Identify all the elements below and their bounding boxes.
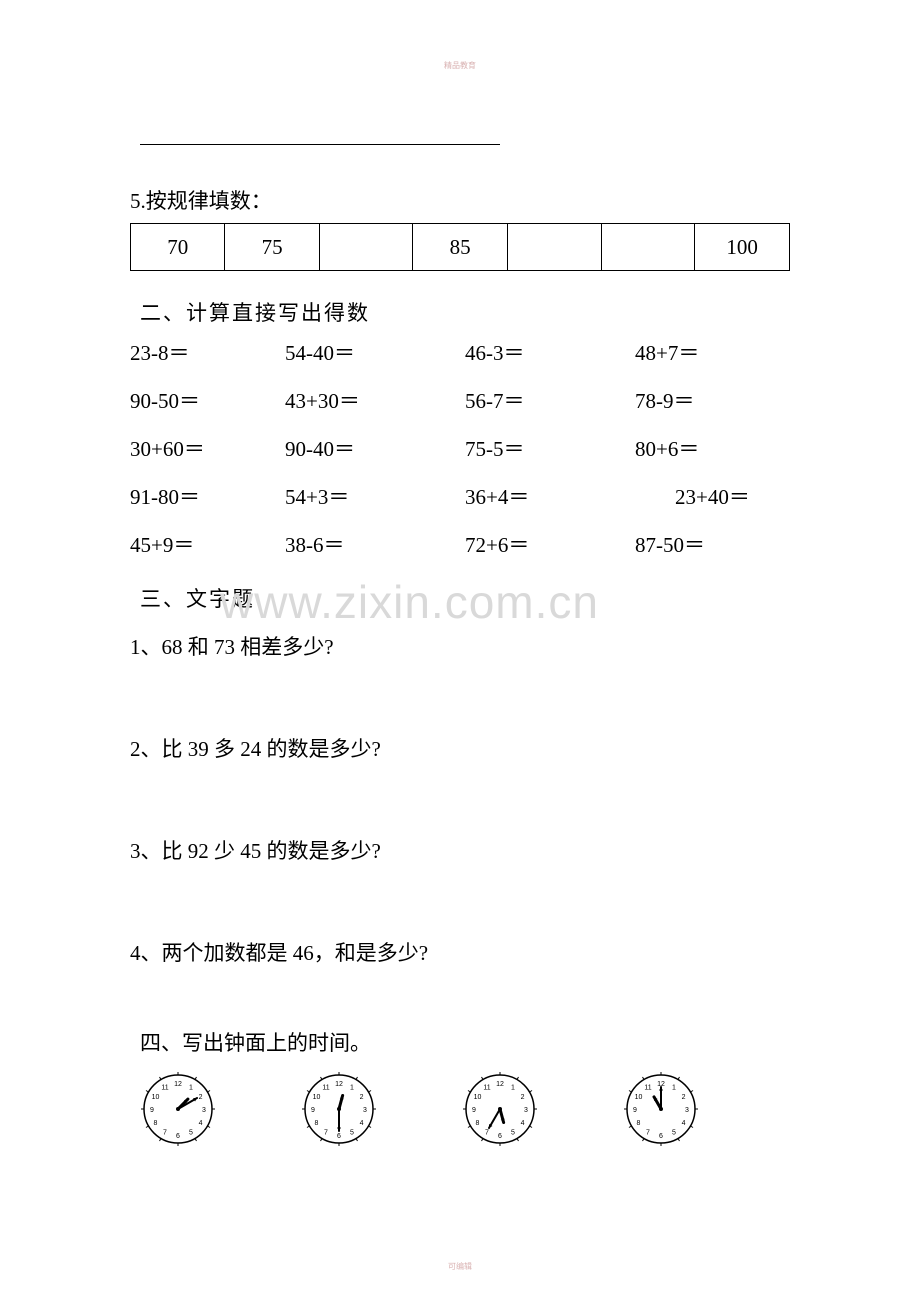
svg-text:8: 8 xyxy=(637,1120,641,1127)
svg-text:8: 8 xyxy=(476,1120,480,1127)
svg-text:5: 5 xyxy=(350,1130,354,1137)
arithmetic-grid: 23-8＝ 54-40＝ 46-3＝ 48+7＝ 90-50＝ 43+30＝ 5… xyxy=(130,337,790,559)
svg-text:3: 3 xyxy=(202,1107,206,1114)
arith-cell: 38-6＝ xyxy=(285,529,465,559)
svg-text:1: 1 xyxy=(350,1084,354,1091)
svg-text:1: 1 xyxy=(672,1084,676,1091)
arith-cell: 90-40＝ xyxy=(285,433,465,463)
arith-cell: 23+40＝ xyxy=(635,481,790,511)
svg-text:2: 2 xyxy=(521,1094,525,1101)
svg-text:9: 9 xyxy=(150,1107,154,1114)
svg-text:9: 9 xyxy=(633,1107,637,1114)
svg-text:11: 11 xyxy=(483,1084,490,1091)
svg-text:2: 2 xyxy=(360,1094,364,1101)
arith-cell: 54+3＝ xyxy=(285,481,465,511)
arith-cell: 72+6＝ xyxy=(465,529,635,559)
svg-text:8: 8 xyxy=(154,1120,158,1127)
arith-cell: 30+60＝ xyxy=(130,433,285,463)
arith-cell: 75-5＝ xyxy=(465,433,635,463)
svg-text:5: 5 xyxy=(189,1130,193,1137)
arith-cell: 45+9＝ xyxy=(130,529,285,559)
svg-text:7: 7 xyxy=(163,1130,167,1137)
clock-3: 123456789101112 xyxy=(462,1071,538,1147)
svg-text:6: 6 xyxy=(498,1133,502,1140)
svg-text:7: 7 xyxy=(646,1130,650,1137)
arith-cell: 87-50＝ xyxy=(635,529,790,559)
svg-text:7: 7 xyxy=(324,1130,328,1137)
word-question-1: 1、68 和 73 相差多少? xyxy=(130,631,790,661)
svg-text:4: 4 xyxy=(360,1120,364,1127)
num-cell xyxy=(507,224,601,271)
svg-text:10: 10 xyxy=(313,1094,321,1101)
svg-text:10: 10 xyxy=(474,1094,482,1101)
svg-text:4: 4 xyxy=(199,1120,203,1127)
svg-text:1: 1 xyxy=(189,1084,193,1091)
num-cell: 100 xyxy=(695,224,790,271)
clock-4: 123456789101112 xyxy=(623,1071,699,1147)
svg-text:6: 6 xyxy=(176,1133,180,1140)
clock-2: 123456789101112 xyxy=(301,1071,377,1147)
page-top-header: 精品教育 xyxy=(0,60,920,71)
clock-1: 123456789101112 xyxy=(140,1071,216,1147)
section4-heading: 四、写出钟面上的时间。 xyxy=(140,1027,790,1057)
svg-text:9: 9 xyxy=(472,1107,476,1114)
svg-text:2: 2 xyxy=(682,1094,686,1101)
svg-text:12: 12 xyxy=(174,1081,182,1088)
svg-text:3: 3 xyxy=(685,1107,689,1114)
svg-text:2: 2 xyxy=(199,1094,203,1101)
svg-text:12: 12 xyxy=(335,1081,343,1088)
svg-text:10: 10 xyxy=(635,1094,643,1101)
svg-text:11: 11 xyxy=(322,1084,329,1091)
arith-cell: 91-80＝ xyxy=(130,481,285,511)
svg-text:10: 10 xyxy=(152,1094,160,1101)
word-question-4: 4、两个加数都是 46，和是多少? xyxy=(130,937,790,967)
word-question-3: 3、比 92 少 45 的数是多少? xyxy=(130,835,790,865)
arith-cell: 46-3＝ xyxy=(465,337,635,367)
clocks-row: 123456789101112 123456789101112 12345678… xyxy=(130,1071,790,1147)
arith-cell: 36+4＝ xyxy=(465,481,635,511)
num-cell xyxy=(319,224,413,271)
svg-text:9: 9 xyxy=(311,1107,315,1114)
num-cell xyxy=(601,224,695,271)
q5-label: 5.按规律填数： xyxy=(130,185,790,215)
svg-text:5: 5 xyxy=(511,1130,515,1137)
svg-text:6: 6 xyxy=(659,1133,663,1140)
arith-cell: 43+30＝ xyxy=(285,385,465,415)
arith-cell: 90-50＝ xyxy=(130,385,285,415)
section2-heading: 二、计算直接写出得数 xyxy=(140,297,790,327)
svg-text:5: 5 xyxy=(672,1130,676,1137)
section3-heading: 三、文字题 xyxy=(140,583,790,613)
svg-text:12: 12 xyxy=(496,1081,504,1088)
svg-text:11: 11 xyxy=(161,1084,168,1091)
arith-cell: 80+6＝ xyxy=(635,433,790,463)
svg-text:7: 7 xyxy=(485,1130,489,1137)
svg-text:8: 8 xyxy=(315,1120,319,1127)
svg-text:3: 3 xyxy=(524,1107,528,1114)
svg-text:6: 6 xyxy=(337,1133,341,1140)
svg-text:11: 11 xyxy=(644,1084,651,1091)
arith-cell: 54-40＝ xyxy=(285,337,465,367)
arith-cell: 23-8＝ xyxy=(130,337,285,367)
num-cell: 70 xyxy=(131,224,225,271)
word-question-2: 2、比 39 多 24 的数是多少? xyxy=(130,733,790,763)
svg-text:1: 1 xyxy=(511,1084,515,1091)
arith-cell: 78-9＝ xyxy=(635,385,790,415)
svg-text:3: 3 xyxy=(363,1107,367,1114)
num-cell: 75 xyxy=(225,224,319,271)
answer-blank-line xyxy=(140,120,500,145)
svg-text:4: 4 xyxy=(521,1120,525,1127)
svg-text:4: 4 xyxy=(682,1120,686,1127)
number-sequence-table: 70 75 85 100 xyxy=(130,223,790,271)
arith-cell: 56-7＝ xyxy=(465,385,635,415)
page-footer: 可编辑 xyxy=(0,1261,920,1272)
arith-cell: 48+7＝ xyxy=(635,337,790,367)
num-cell: 85 xyxy=(413,224,507,271)
